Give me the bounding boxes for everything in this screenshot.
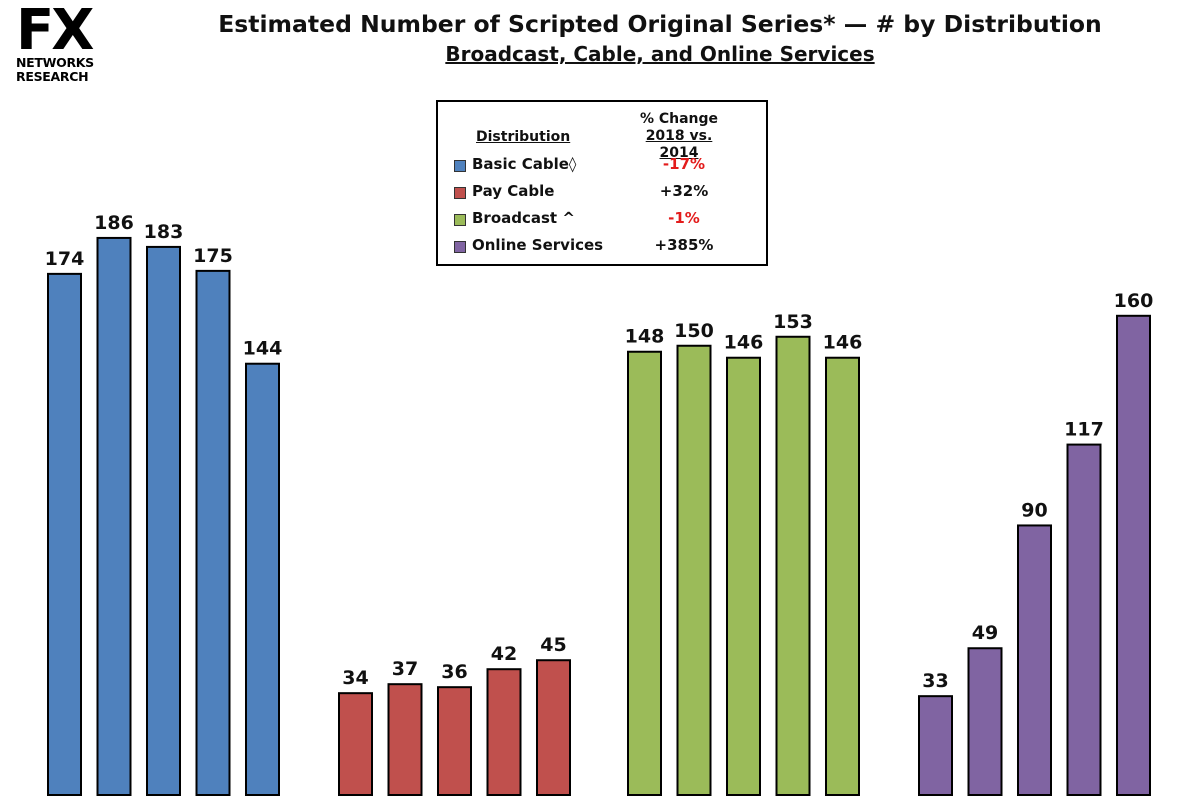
data-label: 153 <box>773 311 813 333</box>
legend-header-change-line2: 2018 vs. 2014 <box>645 128 713 161</box>
bar <box>1017 524 1052 796</box>
bar <box>437 686 472 796</box>
data-label: 146 <box>724 332 764 354</box>
data-label: 42 <box>491 643 517 665</box>
bar <box>245 362 280 796</box>
data-label: 174 <box>45 248 85 270</box>
bar <box>338 692 373 796</box>
legend-header-change-line1: % Change <box>639 111 719 127</box>
bar <box>47 272 82 796</box>
data-label: 117 <box>1064 419 1104 441</box>
legend-table: Distribution % Change 2018 vs. 2014 Basi… <box>436 100 768 266</box>
data-label: 148 <box>625 326 665 348</box>
legend-swatch <box>454 187 466 199</box>
data-label: 150 <box>674 320 714 342</box>
data-label: 144 <box>243 338 283 360</box>
data-label: 175 <box>193 245 233 267</box>
data-label: 37 <box>392 658 418 680</box>
legend-label: Online Services <box>472 236 604 254</box>
legend-label: Pay Cable <box>472 182 555 200</box>
logo-line-2: RESEARCH <box>16 69 89 84</box>
bar <box>1116 314 1151 796</box>
data-label: 49 <box>972 622 998 644</box>
legend-item: Broadcast ^ -1% <box>454 209 754 231</box>
chart-subtitle: Broadcast, Cable, and Online Services <box>445 42 875 66</box>
data-label: 45 <box>540 634 566 656</box>
legend-change-value: -1% <box>668 209 700 227</box>
legend-swatch <box>454 214 466 226</box>
legend-item: Pay Cable +32% <box>454 182 754 204</box>
chart-title: Estimated Number of Scripted Original Se… <box>218 10 1102 38</box>
data-label: 33 <box>922 670 948 692</box>
legend-change-value: -17% <box>662 155 706 173</box>
logo-mark: FX <box>16 0 94 63</box>
bar <box>195 269 231 796</box>
logo-line-1: NETWORKS <box>16 55 94 70</box>
data-label: 183 <box>144 221 184 243</box>
data-label: 160 <box>1114 290 1154 312</box>
legend-header-distribution: Distribution <box>476 129 571 145</box>
legend-header-change: % Change 2018 vs. 2014 <box>624 111 734 162</box>
legend-item: Online Services +385% <box>454 236 754 258</box>
legend-item: Basic Cable◊ -17% <box>454 155 754 177</box>
bar <box>1066 443 1102 796</box>
bar <box>146 245 181 797</box>
legend-change-value: +32% <box>659 182 709 200</box>
data-label: 90 <box>1021 499 1047 521</box>
data-label: 36 <box>441 661 467 683</box>
bar <box>918 695 953 796</box>
legend-change-value: +385% <box>654 236 714 254</box>
bar <box>627 350 662 796</box>
bar <box>726 356 761 796</box>
bar <box>775 335 811 796</box>
bar <box>536 659 571 796</box>
bar <box>676 344 712 796</box>
legend-label: Basic Cable◊ <box>472 155 577 173</box>
bar <box>967 647 1003 796</box>
legend-swatch <box>454 241 466 253</box>
legend-label: Broadcast ^ <box>472 209 575 227</box>
data-label: 34 <box>342 667 368 689</box>
data-label: 146 <box>823 332 863 354</box>
bar <box>825 356 860 796</box>
bar <box>387 683 423 796</box>
data-label: 186 <box>94 212 134 234</box>
legend-swatch <box>454 160 466 172</box>
fx-networks-research-logo: FX NETWORKS RESEARCH <box>16 0 116 90</box>
bar <box>486 668 522 797</box>
bar <box>96 236 132 796</box>
